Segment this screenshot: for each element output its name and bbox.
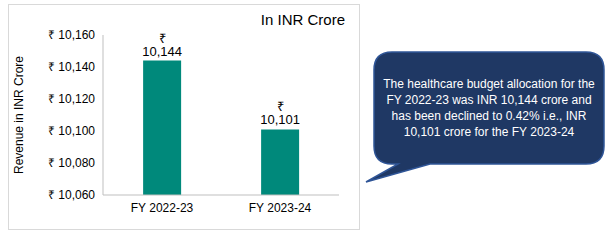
svg-text:₹ 10,060: ₹ 10,060 (48, 188, 95, 202)
svg-text:₹ 10,080: ₹ 10,080 (48, 156, 95, 170)
svg-text:₹ 10,140: ₹ 10,140 (48, 60, 95, 74)
svg-text:₹10,101: ₹10,101 (260, 99, 300, 127)
svg-text:₹10,144: ₹10,144 (142, 31, 182, 59)
html-text:The healthcare budget allocati: The healthcare budget allocation for the… (383, 77, 595, 139)
svg-text:FY 2022-23: FY 2022-23 (131, 201, 194, 215)
html-text:In INR Crore: In INR Crore (260, 11, 345, 28)
svg-text:₹ 10,100: ₹ 10,100 (48, 124, 95, 138)
svg-text:FY 2023-24: FY 2023-24 (249, 201, 312, 215)
svg-text:₹ 10,160: ₹ 10,160 (48, 28, 95, 42)
svg-text:₹ 10,120: ₹ 10,120 (48, 92, 95, 106)
svg-text:Revenue in INR Crore: Revenue in INR Crore (12, 56, 26, 174)
